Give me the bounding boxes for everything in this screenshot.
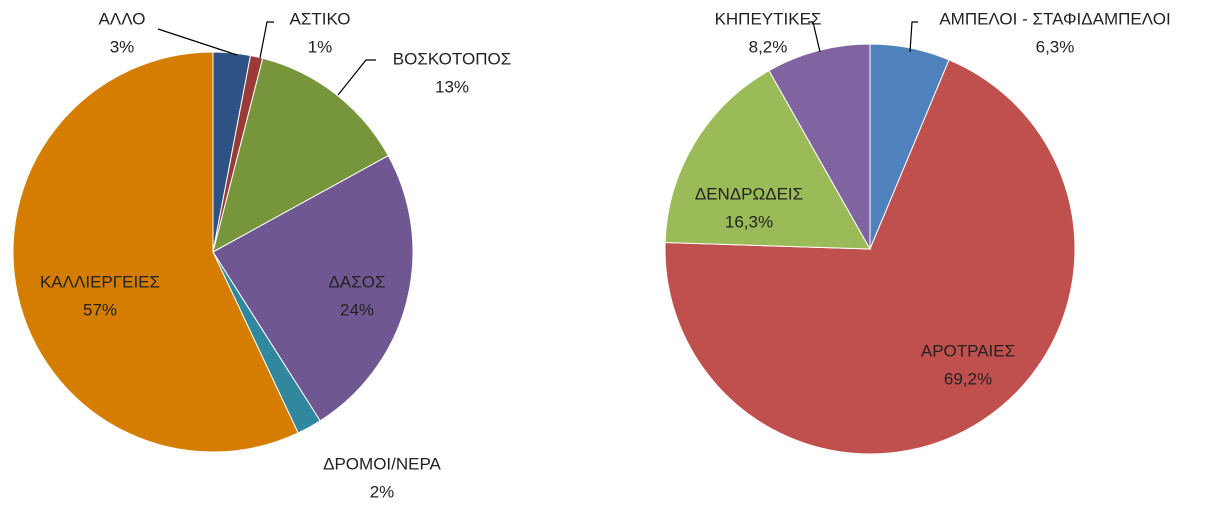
slice-label: ΑΜΠΕΛΟΙ - ΣΤΑΦΙΔΑΜΠΕΛΟΙ <box>939 9 1170 28</box>
slice-label: ΚΗΠΕΥΤΙΚΕΣ <box>715 9 822 28</box>
slice-label: ΑΛΛΟ <box>99 9 146 28</box>
leader-line <box>157 28 238 56</box>
pie-slice <box>12 51 299 453</box>
slice-label: ΑΣΤΙΚΟ <box>290 9 351 28</box>
slice-label: ΒΟΣΚΟΤΟΠΟΣ <box>393 49 511 68</box>
slice-label: ΔΕΝΔΡΩΔΕΙΣ <box>695 184 803 203</box>
slice-value-label: 2% <box>370 482 395 501</box>
slice-value-label: 24% <box>340 300 374 319</box>
leader-line <box>808 21 821 53</box>
slice-value-label: 16,3% <box>725 212 773 231</box>
slice-label: ΚΑΛΛΙΕΡΓΕΙΕΣ <box>40 272 160 291</box>
pie-slice <box>664 59 1076 455</box>
slice-value-label: 8,2% <box>749 37 788 56</box>
slice-value-label: 13% <box>435 77 469 96</box>
slice-value-label: 3% <box>110 37 135 56</box>
leader-line <box>259 21 274 59</box>
leader-line <box>337 59 376 96</box>
slice-value-label: 1% <box>308 37 333 56</box>
slice-value-label: 69,2% <box>944 369 992 388</box>
leader-line <box>909 21 918 53</box>
slice-value-label: 57% <box>83 300 117 319</box>
slice-label: ΔΑΣΟΣ <box>329 272 386 291</box>
slice-value-label: 6,3% <box>1036 37 1075 56</box>
pie-slice <box>212 57 389 253</box>
slice-label: ΑΡΟΤΡΑΙΕΣ <box>921 341 1015 360</box>
pie-slice <box>768 43 871 251</box>
pie-slice <box>664 69 871 250</box>
slice-label: ΔΡΟΜΟΙ/ΝΕΡΑ <box>323 454 441 473</box>
pie-slice <box>212 154 414 422</box>
